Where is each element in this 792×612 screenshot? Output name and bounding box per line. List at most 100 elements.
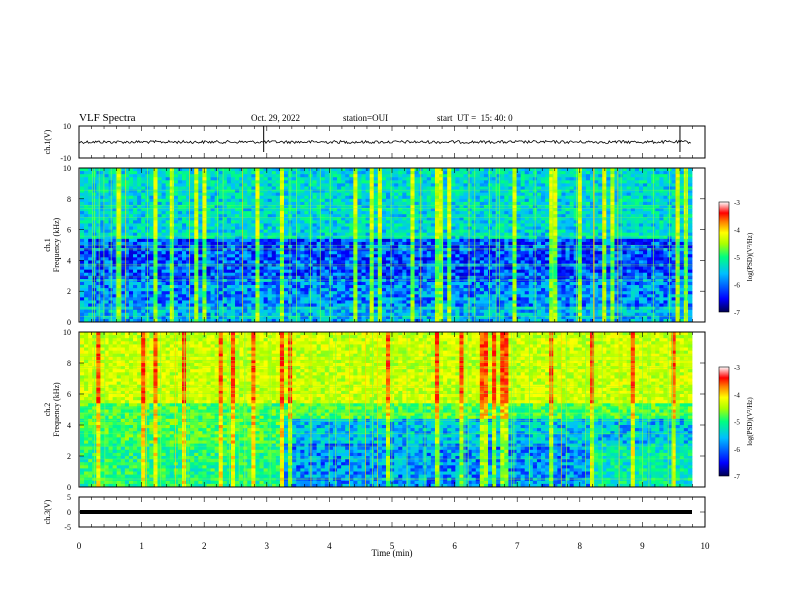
spectrogram-cell <box>292 312 297 317</box>
spectrogram-cell <box>471 204 477 209</box>
spectrogram-cell <box>177 297 183 301</box>
spectrogram-cell <box>377 278 383 283</box>
spectrogram-cell <box>341 171 346 175</box>
spectrogram-cell <box>304 189 309 194</box>
spectrogram-cell <box>190 235 195 240</box>
spectrogram-cell <box>341 232 346 237</box>
spectrogram-cell <box>137 272 142 277</box>
spectrogram-cell <box>177 214 183 218</box>
spectrogram-cell <box>471 189 477 194</box>
spectrogram-cell <box>120 217 126 221</box>
spectrogram-cell <box>447 174 452 178</box>
spectrogram-cell <box>471 291 477 295</box>
spectrogram-cell <box>255 201 260 206</box>
spectrogram-cell <box>320 192 326 197</box>
spectrogram-cell <box>320 288 326 292</box>
spectrogram-cell <box>324 204 330 209</box>
spectrogram-cell <box>406 217 411 221</box>
spectrogram-cell <box>255 214 260 218</box>
spectrogram-cell <box>190 189 195 194</box>
spectrogram-cell <box>434 214 440 218</box>
spectrogram-cell <box>214 251 220 255</box>
spectrogram-cell <box>96 291 101 295</box>
spectrogram-cell <box>369 180 375 184</box>
spectrogram-cell <box>210 306 216 311</box>
spectrogram-cell <box>398 281 403 286</box>
spectrogram-cell <box>410 168 415 172</box>
spectrogram-cell <box>365 223 371 227</box>
spectrogram-cell <box>198 312 203 317</box>
spectrogram-cell <box>369 288 375 292</box>
spectrogram-cell <box>361 275 366 280</box>
spectrogram-cell <box>116 312 122 317</box>
spectrogram-cell <box>381 245 387 249</box>
spectrogram-cell <box>386 168 391 172</box>
spectrogram-cell <box>296 281 301 286</box>
spectrogram-cell <box>267 300 273 304</box>
spectrogram-cell <box>390 223 395 227</box>
spectrogram-cell <box>169 260 175 264</box>
spectrogram-cell <box>300 238 305 243</box>
spectrogram-cell <box>104 266 109 271</box>
spectrogram-cell <box>104 223 109 227</box>
spectrogram-cell <box>386 309 391 314</box>
spectrogram-cell <box>137 217 142 221</box>
spectrogram-cell <box>304 251 309 255</box>
spectrogram-cell <box>439 263 444 267</box>
spectrogram-cell <box>386 294 391 298</box>
spectrogram-cell <box>235 204 240 209</box>
spectrogram-cell <box>104 195 109 200</box>
spectrogram-cell <box>133 192 138 197</box>
spectrogram-cell <box>112 294 118 298</box>
spectrogram-cell <box>284 220 289 224</box>
spectrogram-cell <box>226 217 232 221</box>
spectrogram-cell <box>349 263 354 267</box>
spectrogram-cell <box>161 189 167 194</box>
spectrogram-cell <box>243 241 248 246</box>
spectrogram-cell <box>177 241 183 246</box>
spectrogram-cell <box>451 263 456 267</box>
spectrogram-cell <box>377 195 383 200</box>
spectrogram-cell <box>165 275 171 280</box>
spectrogram-cell <box>157 238 162 243</box>
spectrogram-cell <box>312 257 318 261</box>
spectrogram-cell <box>410 201 415 206</box>
spectrogram-cell <box>459 285 464 289</box>
spectrogram-cell <box>137 312 142 317</box>
spectrogram-cell <box>169 183 175 187</box>
spectrogram-cell <box>434 245 440 249</box>
spectrogram-cell <box>341 303 346 307</box>
spectrogram-cell <box>296 254 301 258</box>
spectrogram-cell <box>381 272 387 277</box>
spectrogram-cell <box>377 309 383 314</box>
spectrogram-cell <box>190 266 195 271</box>
spectrogram-cell <box>369 315 375 320</box>
spectrogram-cell <box>459 254 464 258</box>
spectrogram-cell <box>349 241 354 246</box>
spectrogram-cell <box>353 180 358 184</box>
spectrogram-cell <box>316 198 322 203</box>
spectrogram-cell <box>96 272 101 277</box>
spectrogram-cell <box>439 168 444 172</box>
spectrogram-cell <box>243 269 248 274</box>
spectrogram-cell <box>434 223 440 227</box>
spectrogram-cell <box>459 198 464 203</box>
spectrogram-cell <box>410 245 415 249</box>
spectrogram-cell <box>247 186 252 190</box>
spectrogram-cell <box>332 201 338 206</box>
spectrogram-cell <box>447 263 452 267</box>
spectrogram-cell <box>222 238 228 243</box>
spectrogram-cell <box>271 251 277 255</box>
spectrogram-cell <box>88 315 93 320</box>
spectrogram-cell <box>116 171 122 175</box>
spectrogram-cell <box>324 281 330 286</box>
spectrogram-cell <box>141 223 146 227</box>
spectrogram-cell <box>332 183 338 187</box>
spectrogram-cell <box>292 183 297 187</box>
spectrogram-cell <box>141 260 146 264</box>
spectrogram-cell <box>345 254 350 258</box>
spectrogram-cell <box>214 241 220 246</box>
spectrogram-cell <box>292 235 297 240</box>
spectrogram-cell <box>226 214 232 218</box>
spectrogram-cell <box>206 229 211 234</box>
